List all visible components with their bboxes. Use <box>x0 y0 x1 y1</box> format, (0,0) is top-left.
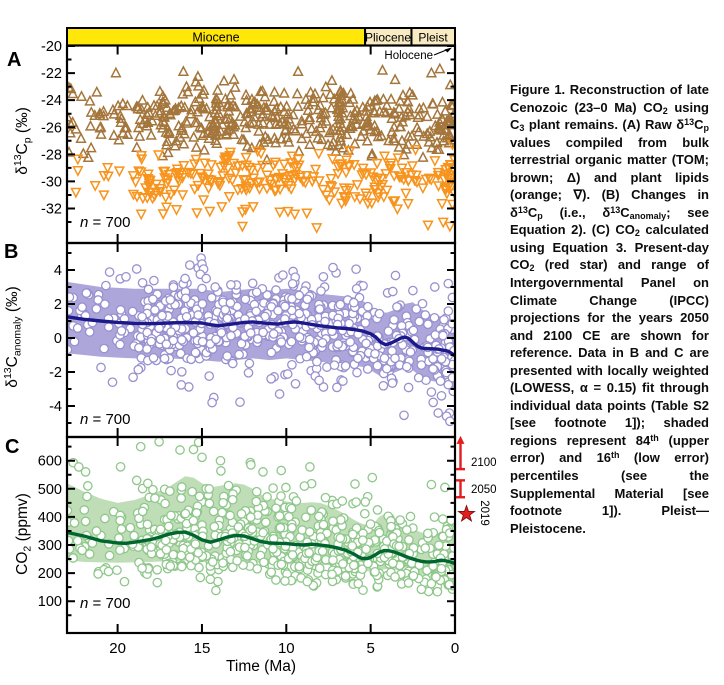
epoch-label-miocene: Miocene <box>192 31 239 45</box>
panel-b: 4 2 0 -2 -4 δ13Canomaly (‰) <box>2 241 457 439</box>
y-tick-label: 600 <box>38 454 62 470</box>
y-tick-label: -28 <box>41 147 62 163</box>
figure-caption: Figure 1. Reconstruction of late Cenozoi… <box>510 82 710 536</box>
arrow-2100-head <box>456 435 465 444</box>
annotation-2019-label: 2019 <box>478 500 490 526</box>
panel-c: 600 500 400 300 200 100 CO2 (ppmv) <box>14 435 457 635</box>
lipid-triangles <box>70 139 455 234</box>
x-tick-label: 10 <box>278 640 295 657</box>
y-ticks <box>67 252 455 424</box>
star-2019 <box>457 504 476 522</box>
y-tick-label: 100 <box>38 594 62 610</box>
n-label-b: n = 700 <box>80 411 130 428</box>
y-axis-label-c: CO2 (ppmv) <box>14 493 34 575</box>
annotation-2050-label: 2050 <box>471 484 497 496</box>
n-label-c: n = 700 <box>80 595 130 612</box>
y-tick-label: 500 <box>38 482 62 498</box>
epoch-label-pleist: Pleist <box>418 31 448 45</box>
y-tick-label: -22 <box>41 66 62 82</box>
n-label-a: n = 700 <box>80 214 130 231</box>
panel-letter-b: B <box>4 241 18 263</box>
y-tick-label: 400 <box>38 510 62 526</box>
y-tick-label: -26 <box>41 120 62 136</box>
panel-c-points <box>67 437 455 597</box>
y-tick-label: -20 <box>41 39 62 55</box>
x-ticks <box>116 243 372 437</box>
panel-letter-a: A <box>7 49 21 71</box>
x-ticks <box>116 437 372 633</box>
lowess-line <box>67 315 455 358</box>
y-tick-label: 2 <box>54 297 62 313</box>
y-tick-label: 4 <box>54 263 62 279</box>
x-axis-title: Time (Ma) <box>226 658 296 675</box>
y-tick-label: -32 <box>41 202 62 218</box>
y-axis-label-b: δ13Canomaly (‰) <box>2 286 24 387</box>
y-tick-label: -24 <box>41 93 62 109</box>
y-axis-label-a: δ13Cp (‰) <box>12 107 34 175</box>
co2-annotations <box>456 435 476 522</box>
y-tick-label: 300 <box>38 538 62 554</box>
y-ticks <box>67 445 455 617</box>
y-tick-label: 200 <box>38 566 62 582</box>
y-tick-label: -30 <box>41 174 62 190</box>
annotation-2100-label: 2100 <box>471 457 497 469</box>
epoch-bar <box>66 27 457 56</box>
x-ticks <box>116 45 372 243</box>
x-axis: 20 15 10 5 0 <box>109 640 459 657</box>
panel-a: -20 -22 -24 -26 -28 -30 -32 δ13Cp (‰) <box>12 39 457 245</box>
tom-triangles <box>67 62 455 165</box>
x-tick-label: 20 <box>109 640 126 657</box>
y-tick-label: 0 <box>54 331 62 347</box>
x-tick-label: 15 <box>194 640 211 657</box>
panel-letter-c: C <box>5 436 19 458</box>
lowess-line <box>67 530 455 566</box>
panel-frame <box>65 435 457 635</box>
holocene-label: Holocene <box>384 50 433 62</box>
panel-a-points <box>67 62 455 234</box>
y-ticks <box>67 45 455 224</box>
holocene-arrowhead <box>444 47 452 53</box>
x-tick-label: 0 <box>451 640 459 657</box>
epoch-label-pliocene: Pliocene <box>365 31 411 45</box>
y-tick-label: -4 <box>49 399 62 415</box>
x-tick-label: 5 <box>366 640 374 657</box>
y-tick-label: -2 <box>49 365 62 381</box>
